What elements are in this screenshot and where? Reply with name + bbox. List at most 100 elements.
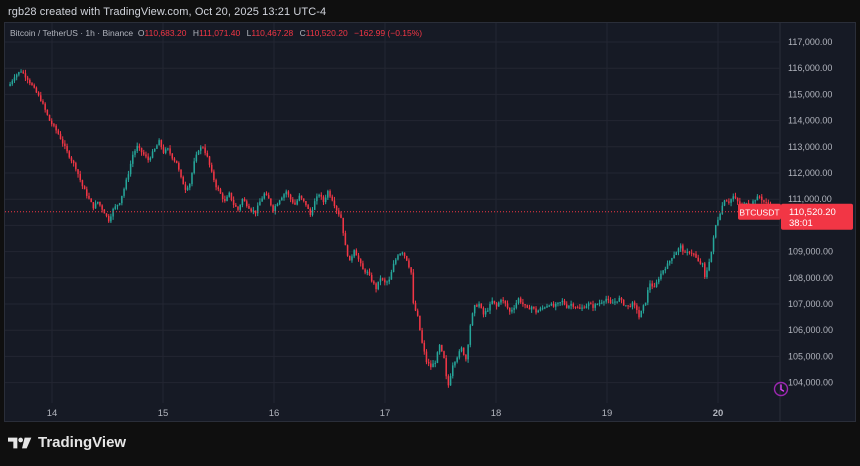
- candle: [294, 199, 296, 205]
- candle: [684, 249, 686, 253]
- candle: [116, 204, 119, 210]
- candle: [728, 198, 730, 205]
- price-tick-label: 107,000.00: [788, 299, 833, 309]
- price-tick-label: 106,000.00: [788, 325, 833, 335]
- candle: [86, 186, 88, 199]
- candle: [173, 157, 176, 163]
- candle: [533, 306, 535, 310]
- candle: [480, 303, 483, 309]
- candle: [515, 299, 518, 310]
- candle-body: [465, 354, 467, 360]
- candle-body: [114, 206, 117, 209]
- candle: [327, 189, 329, 200]
- candle-body: [438, 345, 441, 353]
- candle: [395, 257, 397, 266]
- candle: [476, 303, 478, 308]
- footer-brand[interactable]: TradingView: [8, 434, 126, 451]
- candle-body: [197, 150, 200, 155]
- candle: [559, 301, 561, 306]
- price-tag-bg: [781, 203, 853, 230]
- candle-body: [754, 200, 756, 202]
- candle: [557, 302, 559, 307]
- candle-body: [587, 303, 590, 307]
- candle-body: [443, 351, 445, 359]
- candle: [193, 157, 195, 175]
- candle-body: [491, 300, 493, 304]
- symbol-label[interactable]: Bitcoin / TetherUS · 1h · Binance: [10, 28, 134, 38]
- candle-body: [756, 196, 759, 201]
- candle-body: [517, 298, 520, 303]
- alert-clock-icon[interactable]: [773, 381, 789, 397]
- candle: [421, 327, 423, 344]
- candle-body: [695, 253, 697, 258]
- candle: [671, 257, 673, 264]
- candle: [425, 349, 428, 365]
- candle: [353, 249, 355, 259]
- price-tick-label: 114,000.00: [788, 116, 832, 126]
- candle-body: [631, 302, 634, 307]
- candle: [498, 301, 500, 307]
- candle: [530, 305, 533, 313]
- candle: [226, 195, 228, 202]
- candle: [392, 260, 395, 273]
- candle: [64, 140, 66, 150]
- candle: [215, 178, 217, 191]
- candle: [256, 202, 259, 217]
- candle: [182, 175, 184, 185]
- candle: [160, 139, 163, 150]
- candle: [511, 307, 513, 314]
- candle-body: [311, 209, 314, 215]
- candle-body: [508, 307, 511, 312]
- candle: [103, 209, 106, 214]
- candle: [186, 185, 189, 191]
- candle-body: [265, 193, 268, 196]
- candle-body: [20, 71, 22, 73]
- candle: [590, 301, 592, 305]
- candle-body: [603, 301, 605, 303]
- candle-body: [565, 304, 568, 308]
- candle-body: [340, 214, 342, 218]
- candle: [756, 194, 759, 201]
- candle: [405, 255, 408, 262]
- candle: [379, 275, 382, 286]
- candle: [320, 192, 323, 200]
- candle: [235, 202, 237, 207]
- candle: [460, 346, 463, 353]
- candle: [677, 247, 680, 256]
- candle-body: [524, 304, 526, 306]
- candle: [736, 197, 739, 205]
- candle: [487, 307, 489, 313]
- candle-body: [719, 213, 721, 220]
- candle-body: [136, 145, 138, 151]
- candle: [210, 162, 213, 173]
- candle: [592, 300, 594, 312]
- candle: [370, 272, 373, 283]
- candle-body: [414, 302, 417, 311]
- candle: [565, 301, 568, 309]
- candle: [366, 269, 369, 276]
- candle-body: [105, 213, 108, 216]
- candle-body: [145, 154, 147, 157]
- candle: [57, 128, 60, 135]
- candle-body: [563, 300, 566, 305]
- candle: [686, 248, 689, 256]
- price-chart[interactable]: 104,000.00 105,000.00 106,000.00 107,000.00…: [5, 23, 855, 421]
- candle-body: [373, 281, 375, 284]
- candle: [432, 360, 434, 368]
- candle: [493, 300, 496, 305]
- candle: [662, 270, 664, 276]
- candle: [342, 217, 344, 236]
- chart-panel[interactable]: 104,000.00 105,000.00 106,000.00 107,000.00…: [4, 22, 856, 422]
- candle-body: [320, 194, 323, 197]
- candle-body: [673, 255, 675, 259]
- candle: [136, 142, 138, 153]
- candle: [410, 266, 412, 275]
- candle-body: [90, 198, 92, 203]
- candle-body: [40, 95, 42, 101]
- candle-body: [515, 302, 518, 308]
- candle: [50, 118, 53, 127]
- candle: [760, 194, 763, 204]
- candle: [388, 276, 390, 285]
- candle-body: [544, 307, 546, 309]
- candle-body: [596, 304, 599, 306]
